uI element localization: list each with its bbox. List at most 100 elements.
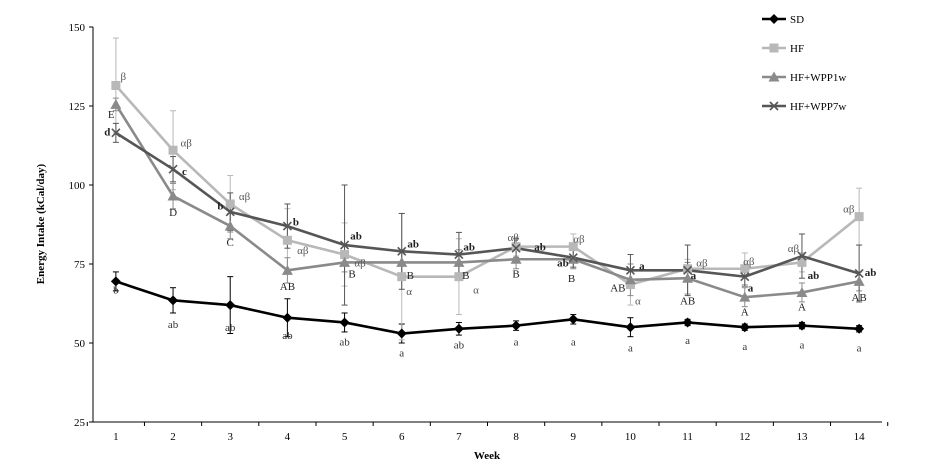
data-point-hf-wpp1w bbox=[510, 253, 522, 264]
x-axis-title: Week bbox=[474, 450, 501, 462]
data-point-hf-wpp7w bbox=[397, 246, 407, 256]
x-tick-label: 2 bbox=[170, 431, 176, 443]
x-axis-ticks: 1 2 3 4 5 6 7 8 9 10 11 12 13 14 bbox=[86, 422, 889, 443]
data-point-hf-wpp1w bbox=[339, 256, 351, 267]
significance-label: αβ bbox=[508, 232, 520, 244]
data-point-hf-wpp7w bbox=[797, 251, 807, 261]
x-tick-label: 3 bbox=[227, 431, 233, 443]
y-tick-label: 25 bbox=[74, 417, 86, 429]
significance-label: B bbox=[568, 273, 575, 285]
data-point-hf bbox=[797, 257, 807, 267]
y-axis-ticks: 25 50 75 100 125 150 bbox=[69, 22, 93, 429]
significance-label: ab bbox=[225, 322, 236, 334]
data-point-hf-wpp7w bbox=[854, 268, 864, 279]
significance-label: c bbox=[182, 166, 187, 178]
significance-label: ab bbox=[463, 242, 475, 254]
data-point-hf-wpp1w bbox=[281, 264, 293, 275]
y-tick-label: 75 bbox=[74, 259, 86, 271]
data-point-sd bbox=[796, 320, 807, 331]
significance-label: A bbox=[741, 306, 749, 318]
data-point-hf-wpp1w bbox=[110, 98, 122, 109]
significance-label: ab bbox=[808, 270, 820, 282]
data-point-hf-wpp7w bbox=[225, 207, 235, 217]
data-point-sd bbox=[854, 323, 865, 334]
series-line-sd bbox=[115, 280, 860, 335]
data-point-sd bbox=[339, 317, 350, 328]
x-tick-label: 4 bbox=[285, 431, 291, 443]
data-point-sd bbox=[396, 328, 407, 339]
legend-item: HF+WPP1w bbox=[762, 71, 846, 84]
significance-label: ab bbox=[865, 267, 877, 279]
significance-label: ab bbox=[350, 231, 362, 243]
data-point-hf-wpp1w bbox=[453, 256, 465, 267]
significance-label: a bbox=[691, 270, 697, 282]
significance-label: ab bbox=[454, 340, 465, 352]
significance-label: a bbox=[399, 347, 404, 359]
significance-label: a bbox=[639, 261, 645, 273]
significance-label: AB bbox=[280, 281, 295, 293]
series-line-hf bbox=[114, 84, 860, 286]
data-point-sd bbox=[453, 323, 464, 334]
significance-label: αβ bbox=[354, 257, 366, 269]
significance-label: αβ bbox=[239, 191, 251, 203]
significance-label: αβ bbox=[788, 243, 800, 255]
legend-swatch-marker bbox=[768, 71, 780, 82]
data-point-hf-wpp1w bbox=[853, 275, 865, 286]
significance-label: AB bbox=[680, 295, 695, 307]
significance-label: C bbox=[227, 237, 234, 249]
data-point-hf bbox=[683, 264, 693, 274]
data-point-hf-wpp7w bbox=[511, 243, 521, 253]
significance-label: ab bbox=[407, 238, 419, 250]
significance-label: B bbox=[512, 268, 519, 280]
legend: SD HF HF+WPP1w HF+WPP7w bbox=[762, 14, 846, 113]
significance-label: a bbox=[514, 336, 519, 348]
significance-label: ab bbox=[282, 330, 293, 342]
x-tick-label: 10 bbox=[625, 431, 637, 443]
data-point-hf bbox=[740, 264, 750, 274]
data-point-hf bbox=[282, 235, 292, 245]
legend-label: SD bbox=[790, 14, 804, 26]
significance-label: β bbox=[120, 71, 126, 83]
data-point-hf bbox=[625, 280, 635, 290]
legend-label: HF+WPP1w bbox=[790, 72, 846, 84]
data-point-sd bbox=[511, 320, 522, 331]
data-point-hf-wpp7w bbox=[339, 240, 350, 250]
significance-label: B bbox=[462, 270, 469, 282]
legend-item: HF+WPP7w bbox=[762, 101, 846, 113]
y-tick-label: 100 bbox=[69, 180, 86, 192]
data-point-sd bbox=[739, 322, 750, 333]
data-point-sd bbox=[625, 322, 636, 333]
data-point-hf-wpp1w bbox=[396, 256, 408, 267]
significance-label: αβ bbox=[843, 204, 855, 216]
data-point-hf bbox=[111, 80, 121, 90]
x-tick-label: 14 bbox=[854, 431, 866, 443]
series-line-hf-wpp7w bbox=[115, 131, 860, 278]
data-point-hf-wpp1w bbox=[739, 291, 751, 302]
legend-item: HF bbox=[762, 43, 804, 55]
legend-label: HF bbox=[790, 43, 804, 55]
y-axis-title: Energy Intake (kCal/day) bbox=[35, 163, 47, 284]
significance-label: αβ bbox=[743, 256, 755, 268]
significance-label: ab bbox=[168, 319, 179, 331]
data-point-hf-wpp1w bbox=[224, 220, 236, 231]
significance-label: α bbox=[635, 295, 641, 307]
data-point-sd bbox=[568, 314, 579, 325]
data-point-hf-wpp7w bbox=[568, 253, 578, 263]
significance-label: a bbox=[742, 341, 747, 353]
data-point-sd bbox=[282, 312, 293, 323]
legend-swatch-marker bbox=[769, 43, 779, 53]
data-point-hf bbox=[340, 250, 350, 260]
data-point-hf-wpp1w bbox=[167, 190, 179, 201]
significance-label: b bbox=[293, 216, 299, 228]
significance-label: b bbox=[217, 201, 223, 213]
data-point-hf-wpp7w bbox=[683, 265, 693, 275]
legend-item: SD bbox=[762, 14, 804, 26]
significance-label: a bbox=[748, 283, 754, 295]
data-point-hf bbox=[568, 242, 578, 252]
significance-label: α bbox=[473, 284, 479, 296]
data-point-hf bbox=[225, 199, 235, 209]
data-point-sd bbox=[682, 317, 693, 328]
data-point-hf-wpp7w bbox=[111, 128, 121, 138]
